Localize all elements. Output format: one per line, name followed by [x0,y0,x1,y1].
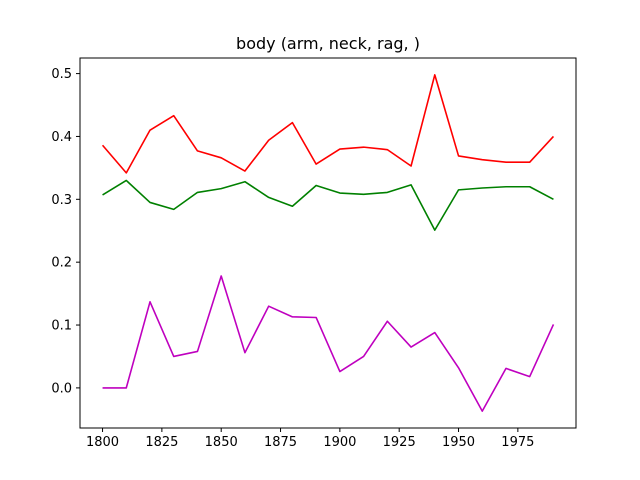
x-tick-label: 1875 [264,435,297,450]
x-tick-label: 1850 [205,435,238,450]
plot-area-frame [79,57,577,429]
x-tick-label: 1975 [501,435,534,450]
y-tick-label: 0.5 [51,67,72,82]
series-layer [101,74,555,412]
series-line-2 [102,179,554,231]
series-line-1 [101,74,555,174]
x-axis-ticks: 1800 1825 1850 1875 1900 1925 1950 1975 [86,428,534,450]
x-tick-label: 1900 [323,435,356,450]
chart-title: body (arm, neck, rag, ) [236,34,420,53]
x-tick-label: 1825 [145,435,178,450]
x-tick-label: 1925 [383,435,416,450]
y-tick-label: 0.3 [51,193,72,208]
x-tick-label: 1800 [86,435,119,450]
y-tick-label: 0.0 [51,381,72,396]
series-line-3 [102,275,555,412]
y-tick-label: 0.1 [51,319,72,334]
y-axis-ticks: 0.0 0.1 0.2 0.3 0.4 0.5 [51,67,80,396]
y-tick-label: 0.4 [51,130,72,145]
x-tick-label: 1950 [442,435,475,450]
y-tick-label: 0.2 [51,256,72,271]
